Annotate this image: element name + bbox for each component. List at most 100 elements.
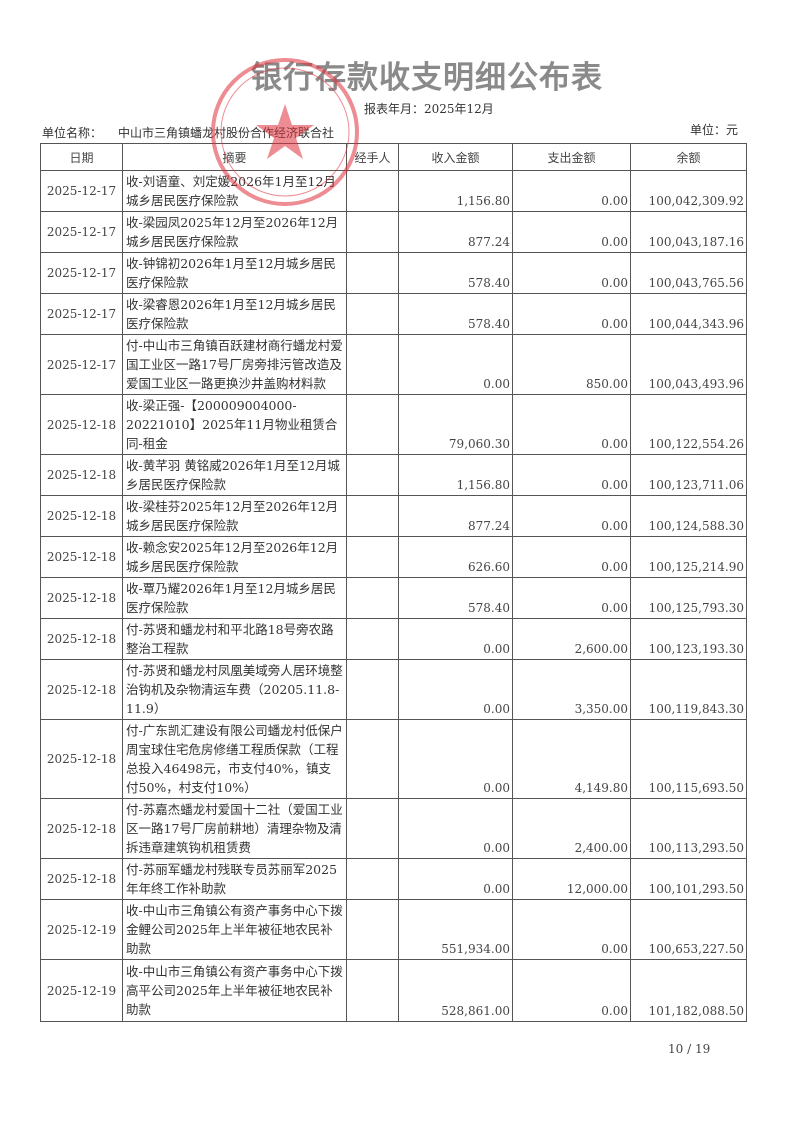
table-header-row: 日期 摘要 经手人 收入金额 支出金额 余额	[40, 143, 747, 171]
row-income: 626.60	[398, 536, 513, 578]
row-date: 2025-12-18	[40, 394, 123, 455]
row-date: 2025-12-18	[40, 659, 123, 720]
row-date: 2025-12-18	[40, 536, 123, 578]
row-summary: 收-梁桂芬2025年12月至2026年12月城乡居民医疗保险款	[122, 495, 347, 537]
row-date: 2025-12-18	[40, 454, 123, 496]
row-handler	[346, 211, 399, 253]
row-summary: 付-苏贤和蟠龙村和平北路18号旁农路整治工程款	[122, 618, 347, 660]
row-date: 2025-12-17	[40, 252, 123, 294]
table-row: 2025-12-17 付-中山市三角镇百跃建材商行蟠龙村爱国工业区一路17号厂房旁…	[40, 334, 747, 395]
row-balance: 100,124,588.30	[630, 495, 747, 537]
row-expense: 4,149.80	[512, 719, 631, 799]
row-income: 1,156.80	[398, 454, 513, 496]
table-row: 2025-12-18 付-苏丽军蟠龙村残联专员苏丽军2025年年终工作补助款 0.0…	[40, 858, 747, 900]
page-number: 10 / 19	[668, 1042, 711, 1056]
row-expense: 0.00	[512, 959, 631, 1022]
table-row: 2025-12-17 收-刘语童、刘定媛2026年1月至12月城乡居民医疗保险款 1…	[40, 170, 747, 212]
row-expense: 0.00	[512, 170, 631, 212]
row-expense: 0.00	[512, 495, 631, 537]
row-summary: 付-苏嘉杰蟠龙村爱国十二社（爱国工业区一路17号厂房前耕地）清理杂物及清拆违章建…	[122, 798, 347, 859]
unit-name-label: 单位名称：	[42, 126, 103, 140]
row-expense: 0.00	[512, 252, 631, 294]
currency-unit: 单位：元	[689, 123, 738, 137]
table-row: 2025-12-19 收-中山市三角镇公有资产事务中心下拨高平公司2025年上半年…	[40, 959, 747, 1022]
table-row: 2025-12-19 收-中山市三角镇公有资产事务中心下拨金鲤公司2025年上半年…	[40, 899, 747, 960]
row-income: 578.40	[398, 293, 513, 335]
row-balance: 100,653,227.50	[630, 899, 747, 960]
row-date: 2025-12-17	[40, 170, 123, 212]
table-row: 2025-12-18 收-梁正强-【200009004000-20221010】2…	[40, 394, 747, 455]
row-summary: 付-苏丽军蟠龙村残联专员苏丽军2025年年终工作补助款	[122, 858, 347, 900]
header-date: 日期	[40, 143, 123, 171]
row-income: 528,861.00	[398, 959, 513, 1022]
row-income: 0.00	[398, 719, 513, 799]
row-summary: 收-梁正强-【200009004000-20221010】2025年11月物业租…	[122, 394, 347, 455]
row-expense: 3,350.00	[512, 659, 631, 720]
row-summary: 付-苏贤和蟠龙村凤凰美域旁人居环境整治钩机及杂物清运车费（20205.11.8-…	[122, 659, 347, 720]
row-expense: 0.00	[512, 293, 631, 335]
table-row: 2025-12-17 收-钟锦初2026年1月至12月城乡居民医疗保险款 578.4…	[40, 252, 747, 294]
row-balance: 100,042,309.92	[630, 170, 747, 212]
row-handler	[346, 293, 399, 335]
table-row: 2025-12-18 付-广东凯汇建设有限公司蟠龙村低保户周宝球住宅危房修缮工程质…	[40, 719, 747, 799]
row-income: 0.00	[398, 659, 513, 720]
row-summary: 付-广东凯汇建设有限公司蟠龙村低保户周宝球住宅危房修缮工程质保款（工程总投入46…	[122, 719, 347, 799]
row-handler	[346, 454, 399, 496]
row-income: 0.00	[398, 798, 513, 859]
row-date: 2025-12-18	[40, 798, 123, 859]
row-expense: 0.00	[512, 211, 631, 253]
row-handler	[346, 170, 399, 212]
row-expense: 0.00	[512, 536, 631, 578]
row-expense: 0.00	[512, 454, 631, 496]
row-handler	[346, 719, 399, 799]
row-expense: 2,400.00	[512, 798, 631, 859]
row-income: 877.24	[398, 495, 513, 537]
row-handler	[346, 252, 399, 294]
row-expense: 0.00	[512, 394, 631, 455]
row-income: 578.40	[398, 577, 513, 619]
row-handler	[346, 618, 399, 660]
row-balance: 100,044,343.96	[630, 293, 747, 335]
row-handler	[346, 858, 399, 900]
row-expense: 0.00	[512, 577, 631, 619]
table-row: 2025-12-17 收-梁睿恩2026年1月至12月城乡居民医疗保险款 578.4…	[40, 293, 747, 335]
row-handler	[346, 798, 399, 859]
row-summary: 收-覃乃耀2026年1月至12月城乡居民医疗保险款	[122, 577, 347, 619]
row-date: 2025-12-18	[40, 719, 123, 799]
table-row: 2025-12-18 付-苏贤和蟠龙村和平北路18号旁农路整治工程款 0.00 2,6…	[40, 618, 747, 660]
table-row: 2025-12-18 收-覃乃耀2026年1月至12月城乡居民医疗保险款 578.4…	[40, 577, 747, 619]
row-date: 2025-12-18	[40, 495, 123, 537]
header-balance: 余额	[630, 143, 747, 171]
row-balance: 101,182,088.50	[630, 959, 747, 1022]
row-expense: 0.00	[512, 899, 631, 960]
row-summary: 收-钟锦初2026年1月至12月城乡居民医疗保险款	[122, 252, 347, 294]
row-handler	[346, 959, 399, 1022]
row-balance: 100,123,711.06	[630, 454, 747, 496]
row-balance: 100,122,554.26	[630, 394, 747, 455]
table-row: 2025-12-18 收-梁桂芬2025年12月至2026年12月城乡居民医疗保险…	[40, 495, 747, 537]
row-date: 2025-12-17	[40, 211, 123, 253]
report-period: 报表年月：2025年12月	[364, 102, 494, 116]
row-summary: 付-中山市三角镇百跃建材商行蟠龙村爱国工业区一路17号厂房旁排污管改造及爱国工业…	[122, 334, 347, 395]
row-date: 2025-12-19	[40, 959, 123, 1022]
row-handler	[346, 536, 399, 578]
row-date: 2025-12-17	[40, 334, 123, 395]
table-row: 2025-12-18 收-赖念安2025年12月至2026年12月城乡居民医疗保险…	[40, 536, 747, 578]
row-expense: 2,600.00	[512, 618, 631, 660]
row-income: 0.00	[398, 618, 513, 660]
document-title: 银行存款收支明细公布表	[251, 60, 603, 96]
row-income: 0.00	[398, 858, 513, 900]
row-date: 2025-12-17	[40, 293, 123, 335]
row-balance: 100,113,293.50	[630, 798, 747, 859]
row-income: 877.24	[398, 211, 513, 253]
row-balance: 100,119,843.30	[630, 659, 747, 720]
row-date: 2025-12-18	[40, 577, 123, 619]
row-income: 578.40	[398, 252, 513, 294]
row-balance: 100,125,793.30	[630, 577, 747, 619]
table-row: 2025-12-18 付-苏贤和蟠龙村凤凰美域旁人居环境整治钩机及杂物清运车费（2…	[40, 659, 747, 720]
row-handler	[346, 577, 399, 619]
row-summary: 收-赖念安2025年12月至2026年12月城乡居民医疗保险款	[122, 536, 347, 578]
row-date: 2025-12-18	[40, 858, 123, 900]
table-row: 2025-12-18 付-苏嘉杰蟠龙村爱国十二社（爱国工业区一路17号厂房前耕地）…	[40, 798, 747, 859]
row-balance: 100,043,493.96	[630, 334, 747, 395]
